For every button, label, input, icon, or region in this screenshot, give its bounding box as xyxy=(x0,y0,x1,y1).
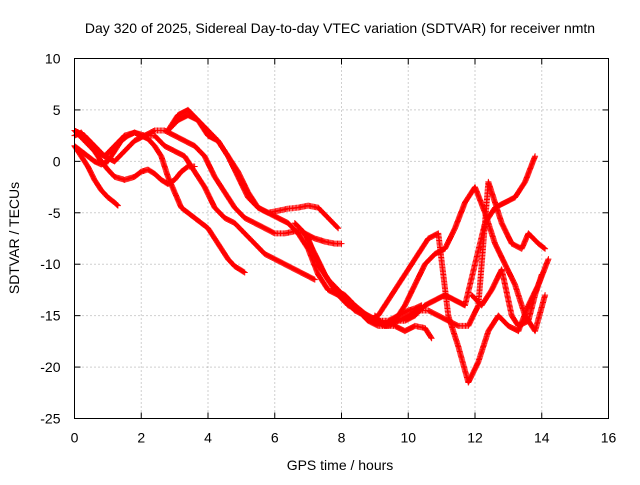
y-tick-label: -5 xyxy=(48,205,61,221)
data-series xyxy=(164,106,425,324)
data-point-marker xyxy=(338,240,345,247)
data-point-marker xyxy=(113,201,120,208)
data-markers xyxy=(71,106,552,386)
x-tick-label: 4 xyxy=(204,430,212,446)
x-tick-label: 8 xyxy=(338,430,346,446)
y-tick-label: -10 xyxy=(40,256,60,272)
data-series xyxy=(371,312,435,342)
x-tick-label: 10 xyxy=(400,430,416,446)
x-tick-label: 14 xyxy=(534,430,550,446)
data-point-marker xyxy=(541,245,548,252)
x-tick-label: 2 xyxy=(137,430,145,446)
data-series xyxy=(71,127,318,283)
data-point-marker xyxy=(310,276,317,283)
data-point-marker xyxy=(428,334,435,341)
data-point-marker xyxy=(335,225,342,232)
grid-lines xyxy=(74,58,609,419)
data-point-marker xyxy=(241,269,248,276)
x-tick-label: 0 xyxy=(71,430,79,446)
data-point-marker xyxy=(114,201,121,208)
y-axis-label: SDTVAR / TECUs xyxy=(6,182,22,294)
data-point-marker xyxy=(240,268,247,275)
data-point-marker xyxy=(114,202,121,209)
data-point-marker xyxy=(542,245,549,252)
x-tick-label: 16 xyxy=(601,430,617,446)
axis-ticks xyxy=(74,58,609,419)
tick-labels: 0 2 4 6 8 10 12 14 16 10 5 0 -5 -10 -15 -20 -25 xyxy=(40,51,616,446)
x-axis-label: GPS time / hours xyxy=(287,457,394,473)
data-point-marker xyxy=(532,153,539,160)
y-tick-label: 5 xyxy=(53,102,61,118)
y-tick-label: -20 xyxy=(40,359,60,375)
x-tick-label: 12 xyxy=(467,430,483,446)
chart-title: Day 320 of 2025, Sidereal Day-to-day VTE… xyxy=(85,20,595,36)
data-point-marker xyxy=(428,335,435,342)
data-point-marker xyxy=(311,276,318,283)
y-tick-label: -25 xyxy=(40,411,60,427)
data-point-marker xyxy=(542,292,549,299)
x-tick-label: 6 xyxy=(271,430,279,446)
data-series xyxy=(468,266,545,329)
y-tick-label: -15 xyxy=(40,308,60,324)
data-point-marker xyxy=(545,256,552,263)
y-tick-label: 10 xyxy=(45,51,61,67)
data-point-marker xyxy=(538,271,545,278)
y-tick-label: 0 xyxy=(53,153,61,169)
data-point-marker xyxy=(334,224,341,231)
